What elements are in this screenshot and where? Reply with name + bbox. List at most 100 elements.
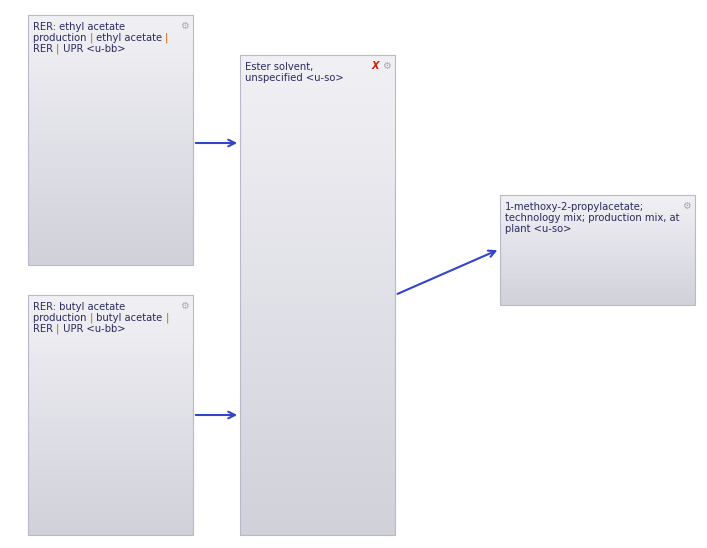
Text: plant <u-so>: plant <u-so> xyxy=(505,224,571,233)
Bar xyxy=(28,471,193,476)
Text: |: | xyxy=(90,313,93,323)
Bar xyxy=(28,523,193,528)
Bar xyxy=(240,463,395,471)
Bar xyxy=(500,261,695,264)
Bar xyxy=(28,224,193,228)
Bar xyxy=(500,201,695,203)
Bar xyxy=(500,292,695,294)
Bar xyxy=(28,363,193,368)
Bar xyxy=(500,277,695,280)
Bar xyxy=(500,208,695,210)
Text: Ester solvent,: Ester solvent, xyxy=(245,62,313,72)
Bar xyxy=(28,94,193,99)
Bar xyxy=(240,343,395,351)
Bar xyxy=(28,244,193,249)
Bar xyxy=(500,254,695,256)
Text: ethyl acetate: ethyl acetate xyxy=(93,33,165,43)
Bar xyxy=(500,226,695,229)
Bar xyxy=(240,63,395,71)
Text: RER: RER xyxy=(33,44,56,54)
Bar xyxy=(500,298,695,300)
Text: RER: butyl acetate: RER: butyl acetate xyxy=(33,302,125,312)
Bar xyxy=(28,194,193,199)
Bar xyxy=(500,258,695,260)
Bar xyxy=(28,451,193,455)
Bar xyxy=(240,87,395,95)
Bar xyxy=(240,303,395,311)
Bar xyxy=(28,459,193,464)
Bar xyxy=(500,303,695,305)
Bar xyxy=(500,288,695,291)
Bar xyxy=(28,323,193,328)
Bar xyxy=(28,475,193,480)
Text: ⚙: ⚙ xyxy=(382,61,391,71)
Bar xyxy=(500,285,695,287)
Bar xyxy=(500,213,695,216)
Bar xyxy=(500,222,695,225)
Bar xyxy=(28,343,193,347)
Bar xyxy=(28,227,193,232)
Bar xyxy=(28,165,193,170)
Text: ⚙: ⚙ xyxy=(682,201,691,211)
Bar xyxy=(28,48,193,53)
Bar xyxy=(240,415,395,424)
Bar xyxy=(240,207,395,215)
Bar xyxy=(500,259,695,261)
Text: ⚙: ⚙ xyxy=(180,21,189,31)
Bar xyxy=(500,224,695,227)
Bar xyxy=(28,415,193,420)
Bar xyxy=(500,230,695,232)
Bar xyxy=(28,391,193,396)
Bar xyxy=(28,236,193,241)
Bar xyxy=(500,237,695,239)
Bar xyxy=(28,447,193,452)
Bar xyxy=(240,391,395,399)
Bar xyxy=(28,82,193,87)
Bar xyxy=(500,296,695,298)
Bar xyxy=(28,215,193,220)
Bar xyxy=(28,431,193,436)
Bar xyxy=(28,157,193,161)
Bar xyxy=(28,32,193,36)
Bar xyxy=(28,53,193,57)
Bar xyxy=(28,427,193,431)
Bar xyxy=(28,65,193,70)
Text: |: | xyxy=(56,324,59,334)
Bar xyxy=(28,295,193,535)
Bar xyxy=(500,283,695,286)
Bar xyxy=(28,315,193,319)
Bar xyxy=(28,207,193,212)
Bar xyxy=(28,19,193,24)
Bar xyxy=(28,423,193,427)
Bar xyxy=(28,15,193,265)
Bar xyxy=(28,359,193,363)
Bar xyxy=(500,232,695,234)
Bar xyxy=(500,233,695,236)
Bar xyxy=(28,371,193,375)
Bar xyxy=(500,263,695,265)
Text: |: | xyxy=(56,44,59,54)
Bar xyxy=(240,199,395,208)
Bar xyxy=(240,295,395,304)
Bar xyxy=(28,119,193,124)
Bar xyxy=(28,335,193,340)
Bar xyxy=(28,178,193,182)
Bar xyxy=(240,471,395,480)
Bar xyxy=(28,299,193,304)
Bar xyxy=(28,351,193,356)
Bar xyxy=(28,455,193,460)
Bar xyxy=(28,211,193,215)
Bar xyxy=(28,186,193,191)
Bar xyxy=(28,483,193,488)
Bar xyxy=(500,244,695,247)
Bar xyxy=(28,102,193,107)
Bar xyxy=(500,228,695,230)
Bar xyxy=(28,248,193,253)
Bar xyxy=(500,250,695,252)
Bar xyxy=(28,355,193,359)
Bar xyxy=(240,279,395,288)
Bar xyxy=(240,407,395,415)
Bar xyxy=(500,215,695,218)
Text: UPR <u-bb>: UPR <u-bb> xyxy=(59,44,125,54)
Bar xyxy=(28,339,193,344)
